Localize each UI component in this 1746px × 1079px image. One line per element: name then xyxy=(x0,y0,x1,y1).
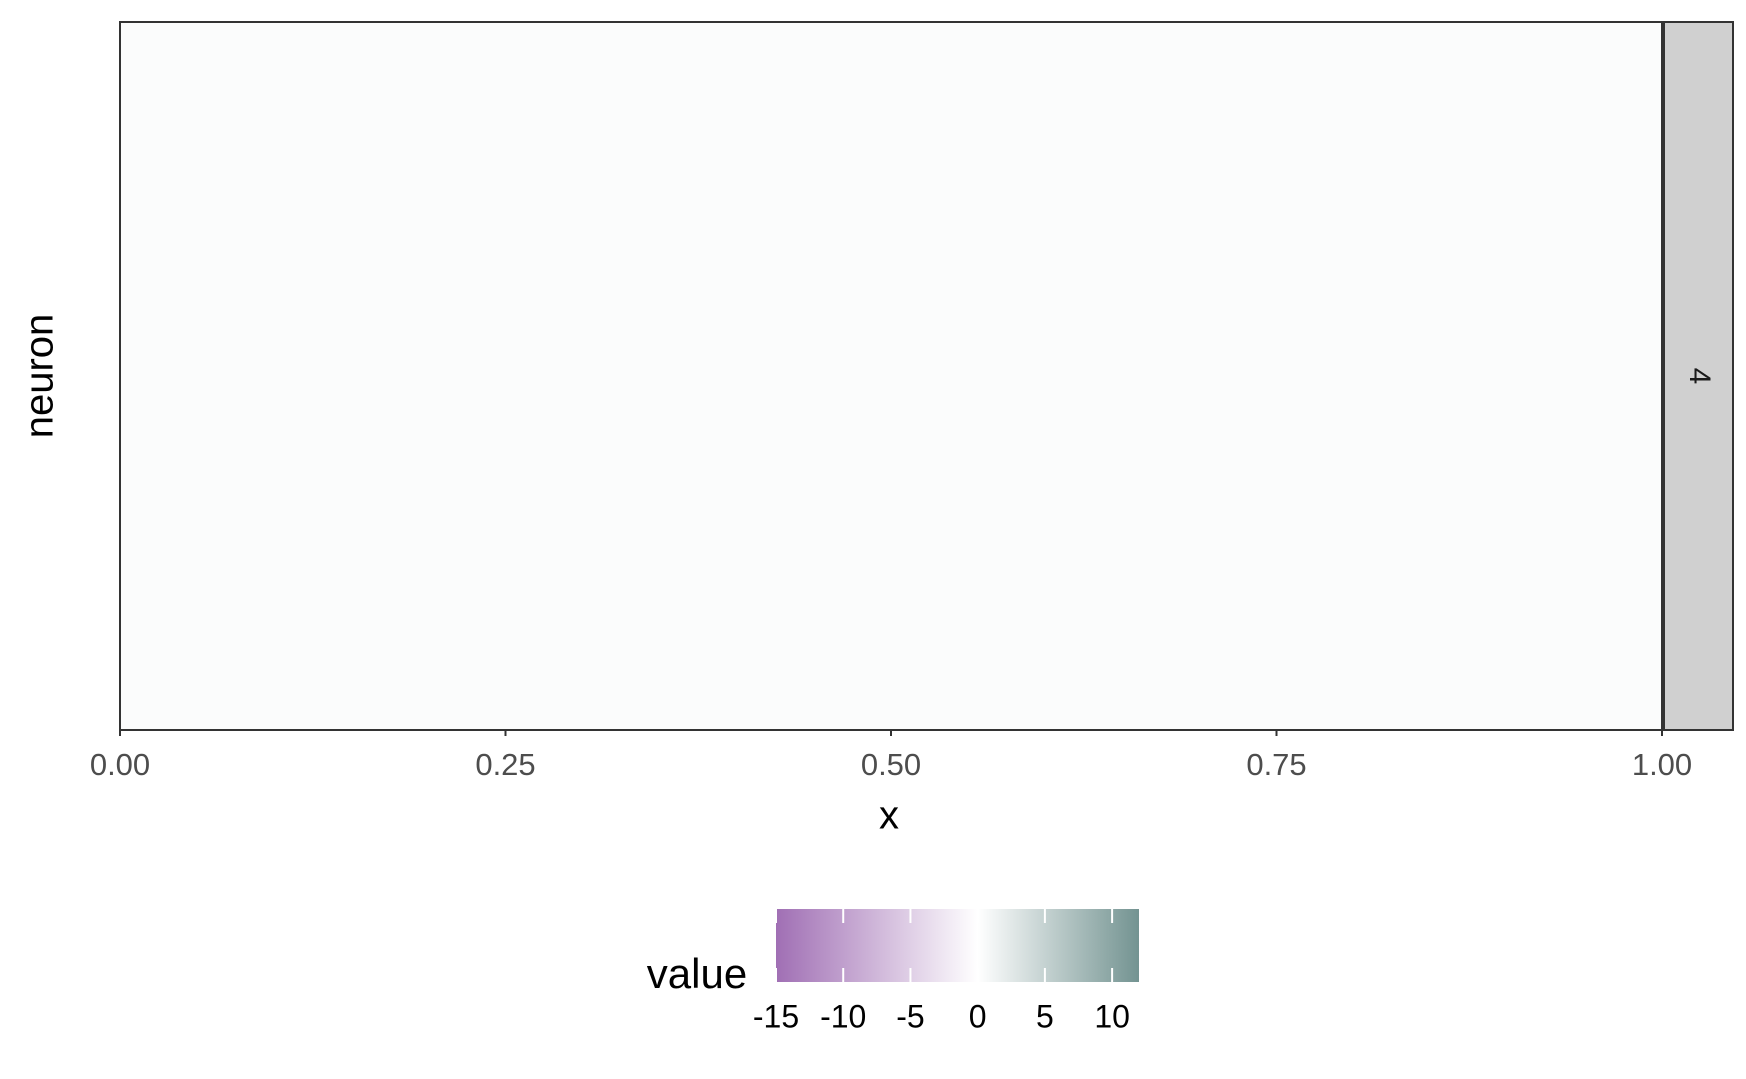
x-tick-label: 0.25 xyxy=(475,747,535,782)
colorbar-tick-label: -10 xyxy=(820,998,866,1034)
facet-label: 4 xyxy=(1683,368,1716,385)
x-tick-label: 0.75 xyxy=(1246,747,1306,782)
x-axis-title: x xyxy=(879,794,899,838)
colorbar-tick-label: -15 xyxy=(753,998,799,1034)
panel xyxy=(119,21,1663,731)
legend-title: value xyxy=(647,950,747,997)
colorbar-tick-label: 10 xyxy=(1094,998,1130,1034)
x-tick-label: 0.00 xyxy=(90,747,150,782)
facet-strip xyxy=(1663,21,1734,731)
x-tick-label: 1.00 xyxy=(1632,747,1692,782)
y-axis-title: neuron xyxy=(18,314,62,439)
colorbar-tick-label: -5 xyxy=(896,998,924,1034)
colorbar-tick-label: 5 xyxy=(1036,998,1054,1034)
colorbar xyxy=(776,909,1139,982)
colorbar-tick-label: 0 xyxy=(969,998,987,1034)
x-tick-label: 0.50 xyxy=(861,747,921,782)
